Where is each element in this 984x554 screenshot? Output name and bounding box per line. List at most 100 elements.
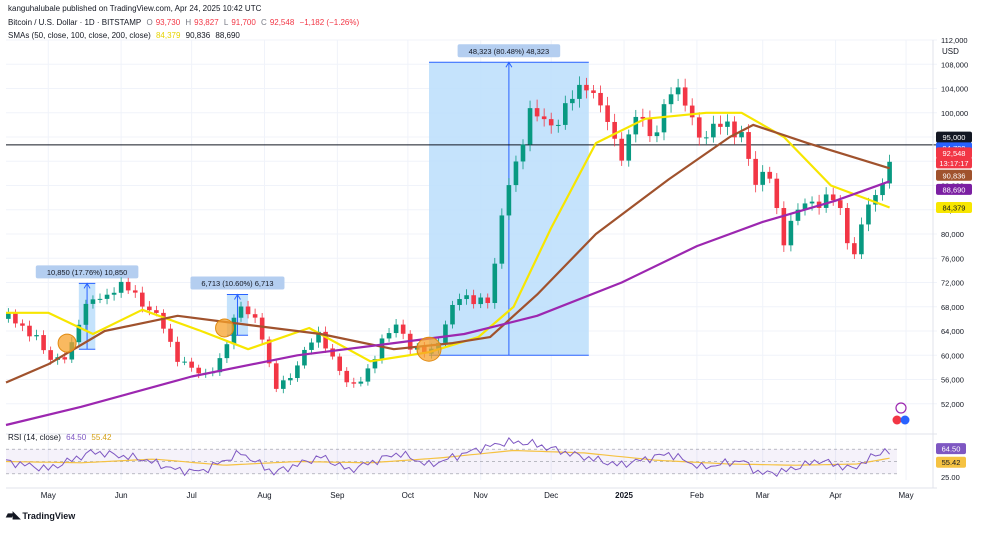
candle-body [753, 158, 758, 185]
candle-body [323, 331, 328, 349]
range-arrowhead-1 [234, 293, 241, 300]
x-tick-label-0: May [41, 491, 56, 500]
candle-body [224, 344, 230, 359]
candle-body [598, 92, 603, 106]
range-label-0: 10,850 (17.76%) 10,850 [47, 268, 127, 277]
candle-body [337, 356, 342, 371]
candle-body [13, 313, 18, 324]
range-label-2: 48,323 (80.48%) 48,323 [469, 47, 549, 56]
sma-line-sma100 [5, 123, 890, 384]
y-tick-label-7: 80,000 [941, 230, 964, 239]
candle-body [788, 220, 794, 246]
y-tick-label-12: 100,000 [941, 109, 968, 118]
sma-legend-label[interactable]: SMAs (50, close, 100, close, 200, close) [8, 31, 151, 40]
candle-body [887, 161, 892, 184]
candle-body [746, 132, 751, 159]
candle-body [464, 295, 469, 300]
price-tag-2: 92,548 [943, 149, 966, 158]
candle-body [379, 338, 385, 360]
candle-body [837, 200, 843, 209]
candle-body [154, 310, 159, 313]
x-tick-label-11: Apr [829, 491, 842, 500]
candle-body [704, 137, 709, 139]
candle-body [767, 171, 773, 179]
candle-body [499, 215, 505, 264]
candle-body [619, 138, 624, 161]
sma-legend[interactable]: SMAs (50, close, 100, close, 200, close)… [8, 31, 243, 40]
symbol-title[interactable]: Bitcoin / U.S. Dollar · 1D · BITSTAMP [8, 18, 142, 27]
ohlc-close: 92,548 [269, 18, 295, 27]
x-tick-label-4: Sep [330, 491, 345, 500]
candle-body [443, 324, 448, 343]
candle-body [83, 303, 89, 325]
candle-body [852, 243, 857, 255]
candle-body [118, 281, 124, 293]
candle-body [161, 312, 166, 329]
candle-body [27, 325, 32, 337]
range-arrowhead-0 [83, 282, 91, 289]
rsi-tag-bg-1 [936, 456, 966, 468]
candle-body [6, 313, 11, 319]
flag-icon [900, 415, 910, 425]
range-label-bg-1 [190, 276, 285, 290]
highlight-marker-0 [57, 333, 77, 353]
candle-body [457, 299, 462, 305]
x-tick-label-5: Oct [402, 491, 415, 500]
candles [6, 76, 892, 394]
range-arrowhead-2 [505, 61, 513, 68]
candle-body [534, 108, 540, 117]
candle-body [640, 116, 646, 119]
candle-body [563, 103, 568, 125]
candle-body [795, 209, 801, 221]
candle-body [231, 317, 237, 345]
x-tick-label-1: Jun [115, 491, 128, 500]
candle-body [570, 98, 575, 104]
tradingview-logo[interactable]: ▰◣ TradingView [6, 510, 76, 521]
candle-body [281, 380, 286, 389]
x-tick-label-2: Jul [187, 491, 197, 500]
candle-body [478, 297, 483, 305]
candle-body [386, 333, 392, 339]
candle-body [295, 365, 300, 379]
candle-body [302, 349, 307, 366]
candle-body [358, 381, 364, 384]
ohlc-low: 91,700 [231, 18, 256, 27]
publisher-line: kanguhalubale published on TradingView.c… [8, 4, 262, 13]
candle-body [605, 105, 610, 122]
price-tag-0: 95,000 [943, 133, 966, 142]
x-tick-label-10: Mar [756, 491, 770, 500]
range-label-bg-2 [457, 44, 561, 58]
candle-body [48, 350, 53, 360]
candle-body [647, 118, 653, 137]
candle-body [125, 281, 131, 291]
candle-body [238, 306, 244, 318]
candle-body [830, 194, 836, 201]
sma200-value: 88,690 [215, 31, 240, 40]
candle-body [132, 290, 138, 293]
candle-body [316, 331, 321, 343]
price-tag-5: 88,690 [943, 185, 966, 194]
candle-body [20, 323, 25, 326]
candle-body [774, 178, 780, 209]
candle-body [259, 317, 265, 340]
price-tag-bg-2 [936, 147, 972, 159]
ohlc-high: 93,827 [194, 18, 219, 27]
rsi-legend-label[interactable]: RSI (14, close) [8, 433, 61, 442]
candle-body [330, 348, 335, 357]
candle-body [97, 298, 103, 300]
y-tick-label-4: 68,000 [941, 303, 964, 312]
candle-body [76, 324, 82, 343]
candle-body [866, 204, 871, 225]
candle-body [760, 171, 765, 185]
candle-body [880, 183, 885, 196]
candle-body [506, 185, 512, 216]
candle-body [548, 119, 554, 126]
candle-body [492, 263, 498, 304]
candle-body [245, 306, 251, 315]
price-tag-bg-6 [936, 201, 972, 213]
rsi-legend[interactable]: RSI (14, close) 64.50 55.42 [8, 433, 114, 442]
y-tick-label-15: 112,000 [941, 36, 968, 45]
candle-body [450, 304, 455, 325]
